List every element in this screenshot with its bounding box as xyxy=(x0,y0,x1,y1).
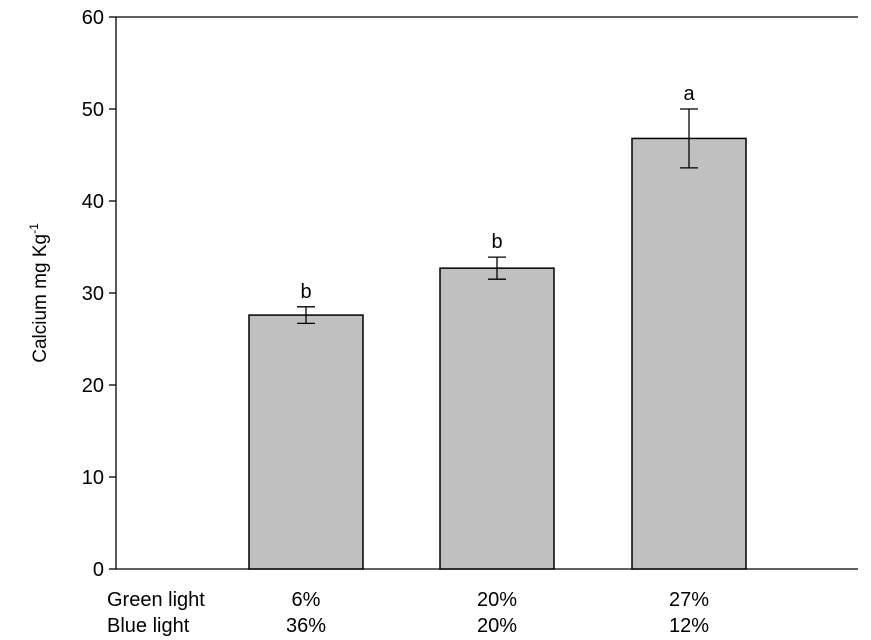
y-tick-label: 20 xyxy=(82,375,104,397)
significance-labels: b b a xyxy=(300,83,695,303)
x-label-blue: 12% xyxy=(669,615,709,637)
x-category-labels: 6% 36% 20% 20% 27% 12% xyxy=(286,589,709,637)
y-tick-label: 10 xyxy=(82,467,104,489)
row-label-green: Green light xyxy=(107,589,205,611)
bar xyxy=(248,314,364,570)
y-axis-label: Calcium mg Kg-1 xyxy=(27,223,51,363)
y-ticks: 0 10 20 30 40 50 60 xyxy=(82,7,116,581)
x-label-blue: 36% xyxy=(286,615,326,637)
y-tick-label: 50 xyxy=(82,99,104,121)
significance-letter: b xyxy=(491,231,502,253)
y-tick-label: 60 xyxy=(82,7,104,29)
x-label-green: 20% xyxy=(477,589,517,611)
bar xyxy=(439,267,555,570)
y-tick-label: 40 xyxy=(82,191,104,213)
bars xyxy=(248,137,747,570)
x-label-green: 6% xyxy=(292,589,321,611)
significance-letter: b xyxy=(300,281,311,303)
y-tick-label: 0 xyxy=(93,559,104,581)
bar xyxy=(631,137,747,570)
row-label-blue: Blue light xyxy=(107,615,190,637)
y-tick-label: 30 xyxy=(82,283,104,305)
y-axis-label-text: Calcium mg Kg xyxy=(30,234,51,363)
y-axis-label-superscript: -1 xyxy=(27,223,41,234)
x-label-green: 27% xyxy=(669,589,709,611)
significance-letter: a xyxy=(683,83,695,105)
error-bars xyxy=(297,108,698,325)
x-label-blue: 20% xyxy=(477,615,517,637)
